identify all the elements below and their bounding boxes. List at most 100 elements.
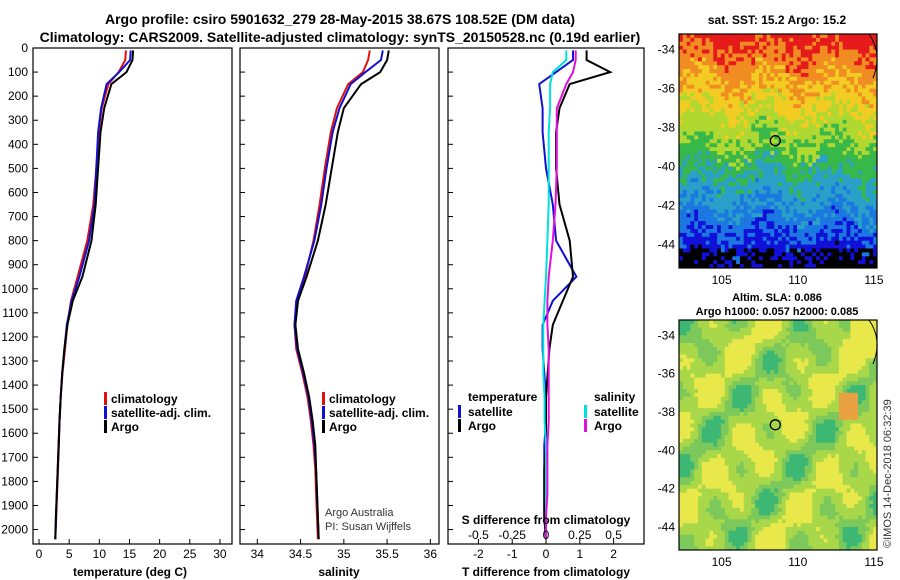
map-cell — [854, 166, 859, 171]
map-cell — [854, 76, 859, 82]
map-cell — [778, 240, 783, 245]
map-cell — [831, 139, 836, 144]
map-cell — [793, 248, 798, 253]
map-cell — [827, 252, 832, 257]
map-cell — [785, 244, 790, 249]
map-cell — [713, 369, 718, 375]
map-cell — [751, 37, 756, 43]
map-cell — [831, 135, 836, 140]
map-cell — [770, 366, 775, 371]
map-cell — [812, 438, 817, 444]
map-cell — [778, 104, 783, 109]
map-cell — [686, 323, 691, 329]
map-cell — [808, 41, 813, 47]
map-cell — [854, 53, 859, 58]
map-cell — [701, 408, 707, 413]
map-cell — [778, 127, 783, 132]
map-cell — [770, 84, 775, 89]
map-cell — [831, 339, 836, 344]
map-cell — [781, 236, 787, 242]
map-cell — [679, 92, 684, 97]
map-cell — [713, 115, 718, 121]
map-cell — [850, 354, 855, 359]
sla-map: Altim. SLA: 0.086 Argo h1000: 0.057 h200… — [658, 292, 884, 569]
map-cell — [755, 162, 760, 167]
map-cell — [850, 158, 855, 164]
map-cell — [819, 339, 825, 344]
map-cell — [804, 197, 809, 203]
map-cell — [728, 205, 733, 210]
map-cell — [709, 213, 714, 218]
map-cell — [736, 61, 741, 66]
map-cell — [766, 96, 771, 101]
map-cell — [705, 112, 710, 117]
map-cell — [854, 119, 859, 125]
map-cell — [816, 162, 821, 167]
map-cell — [865, 45, 870, 50]
map-cell — [698, 174, 703, 179]
map-cell — [686, 248, 691, 253]
map-cell — [736, 217, 741, 222]
map-cell — [736, 115, 741, 121]
map-cell — [869, 108, 874, 113]
map-cell — [781, 392, 787, 398]
map-cell — [789, 178, 794, 183]
map-cell — [816, 112, 821, 117]
map-cell — [865, 373, 870, 378]
map-cell — [835, 438, 840, 444]
map-cell — [686, 350, 691, 355]
map-cell — [823, 135, 828, 140]
map-cell — [823, 88, 828, 93]
map-cell — [808, 392, 813, 398]
map-cell — [774, 400, 779, 405]
depth-tick-100: 100 — [8, 65, 28, 79]
map-cell — [698, 151, 703, 156]
map-cell — [804, 236, 809, 242]
map-cell — [762, 76, 767, 82]
map-cell — [827, 135, 832, 140]
map-cell — [778, 343, 783, 348]
map-cell — [850, 127, 855, 132]
credit-line-1: Argo Australia — [325, 507, 394, 519]
map-cell — [842, 358, 847, 363]
map-cell — [861, 193, 866, 199]
map-cell — [857, 248, 863, 253]
map-cell — [739, 135, 745, 140]
map-cell — [861, 404, 866, 409]
map-cell — [816, 256, 821, 261]
map-cell — [816, 53, 821, 58]
map-cell — [778, 151, 783, 156]
map-cell — [797, 358, 802, 363]
x-tick-0: 0 — [36, 547, 43, 561]
map-cell — [819, 240, 825, 245]
map-cell — [861, 49, 866, 54]
map-cell — [850, 162, 855, 167]
map-cell — [823, 385, 828, 390]
map-cell — [732, 260, 737, 265]
map-cell — [838, 264, 844, 269]
map-cell — [865, 431, 870, 436]
map-cell — [793, 240, 798, 245]
map-cell — [690, 346, 695, 352]
map-cell — [823, 123, 828, 128]
map-cell — [694, 412, 699, 417]
map-cell — [736, 213, 741, 218]
map-cell — [789, 49, 794, 54]
map-cell — [869, 381, 874, 386]
map-cell — [713, 229, 718, 234]
map-cell — [827, 92, 832, 97]
map-cell — [720, 362, 726, 367]
map-cell — [713, 252, 718, 257]
map-cell — [762, 139, 767, 144]
map-cell — [789, 151, 794, 156]
map-cell — [793, 162, 798, 167]
map-cell — [865, 323, 870, 329]
map-cell — [682, 61, 688, 66]
map-cell — [804, 221, 809, 226]
map-cell — [854, 381, 859, 386]
map-cell — [770, 327, 775, 332]
map-cell — [804, 166, 809, 171]
map-cell — [781, 232, 787, 238]
map-cell — [736, 431, 741, 436]
map-cell — [785, 419, 790, 424]
